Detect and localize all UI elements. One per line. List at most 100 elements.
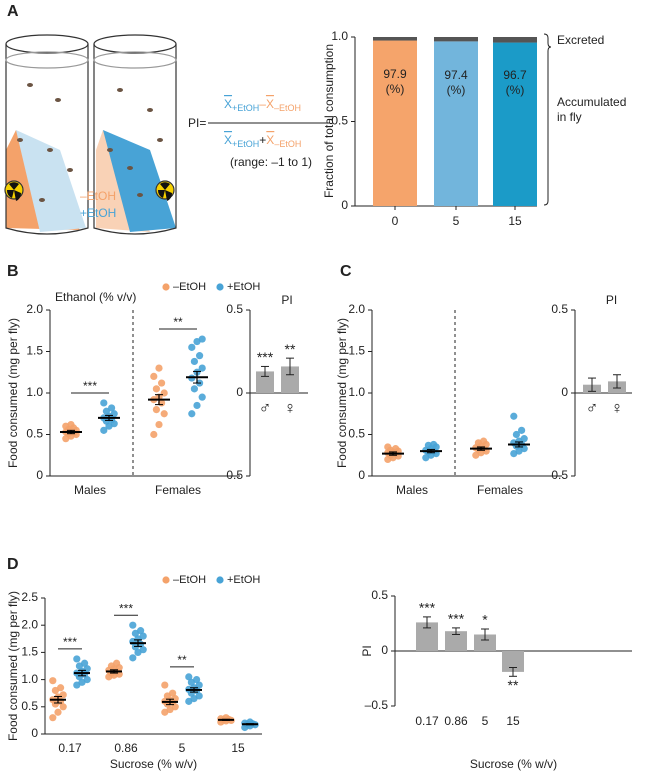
data-point: [518, 426, 526, 434]
bar-segment: [373, 37, 417, 41]
data-point: [188, 410, 196, 418]
data-point: [512, 430, 521, 439]
x-tick-label: Males: [74, 483, 106, 497]
flies: [17, 83, 163, 202]
y-tick-label: 2.5: [21, 590, 38, 604]
data-point: [169, 689, 177, 697]
data-point: [129, 621, 137, 629]
y-axis-label: PI: [360, 645, 374, 656]
y-tick-label: 0: [36, 468, 43, 482]
y-tick-label: 1.0: [26, 385, 43, 399]
panel-label: C: [340, 263, 352, 280]
data-point: [139, 646, 147, 654]
bar-segment: [493, 37, 537, 43]
series-label: Excreted: [557, 33, 605, 47]
symbol: X: [266, 97, 274, 111]
data-point: [430, 440, 438, 449]
bar: [445, 631, 467, 651]
data-point: [198, 364, 206, 372]
bar: [256, 371, 274, 393]
value-label: 97.9 (%): [383, 66, 407, 96]
brace: [543, 33, 552, 206]
legend-label: –EtOH: [173, 574, 206, 586]
data-point: [171, 695, 179, 703]
data-point: [510, 412, 518, 420]
y-tick-label: 1.0: [348, 385, 365, 399]
data-point: [198, 335, 206, 343]
x-tick-label: ♂: [586, 398, 599, 417]
data-point: [49, 677, 57, 685]
data-point: [152, 385, 160, 393]
y-axis-label: Fraction of total consumption: [322, 44, 336, 198]
y-tick-label: 1.0: [331, 29, 348, 43]
data-point: [190, 357, 198, 366]
y-tick-label: –0.5: [220, 468, 244, 482]
data-point: [384, 443, 392, 451]
data-point: [57, 684, 65, 692]
significance-label: ***: [119, 601, 133, 615]
bar: [416, 622, 438, 651]
data-point: [73, 655, 81, 663]
x-tick-label: 15: [231, 741, 245, 755]
y-tick-label: 0.5: [26, 427, 43, 441]
formula-numerator: X+EtOH–X–EtOH: [224, 97, 301, 113]
symbol: X: [266, 133, 274, 147]
chart-title: PI: [281, 293, 292, 307]
significance-label: **: [285, 341, 296, 357]
y-tick-label: 0: [31, 726, 38, 740]
data-point: [129, 654, 137, 662]
data-point: [198, 393, 206, 401]
x-axis-label: Sucrose (% w/v): [110, 757, 197, 771]
data-point: [392, 445, 400, 453]
data-point: [161, 681, 169, 689]
y-tick-label: 0.5: [21, 699, 38, 713]
x-tick-label: 5: [482, 714, 489, 728]
subscript: –EtOH: [274, 103, 301, 113]
x-tick-label: Males: [396, 483, 428, 497]
panel-label: A: [7, 3, 19, 20]
data-point: [59, 703, 67, 711]
y-tick-label: 0.5: [348, 427, 365, 441]
data-point: [49, 714, 57, 722]
formula-lhs: PI=: [188, 116, 206, 130]
x-tick-label: 0.86: [444, 714, 468, 728]
y-tick-label: 2.0: [21, 617, 38, 631]
legend-label: –EtOH: [80, 189, 116, 203]
value-label: 97.4 (%): [444, 67, 468, 97]
x-tick-label: 15: [508, 214, 522, 228]
y-tick-label: 0: [561, 385, 568, 399]
y-tick-label: 1.5: [26, 344, 43, 358]
series-label: Accumulated in fly: [557, 95, 627, 124]
significance-label: **: [177, 653, 187, 667]
data-point: [100, 426, 108, 434]
legend-label: +EtOH: [80, 206, 116, 220]
vials: [4, 34, 177, 235]
data-point: [155, 364, 163, 372]
x-tick-label: Females: [155, 483, 201, 497]
x-tick-label: 0.17: [415, 714, 439, 728]
significance-label: **: [173, 315, 183, 329]
data-point: [150, 430, 158, 439]
y-tick-label: 2.0: [348, 302, 365, 316]
y-axis-label: Food consumed (mg per fly): [335, 318, 349, 468]
operator: +: [259, 133, 266, 147]
formula-range: (range: –1 to 1): [230, 155, 312, 169]
bar-segment: [493, 42, 537, 207]
significance-label: ***: [83, 379, 97, 393]
y-tick-label: 1.0: [21, 672, 38, 686]
x-tick-label: 0: [392, 214, 399, 228]
data-point: [100, 399, 108, 407]
data-point: [195, 681, 203, 689]
data-point: [160, 410, 168, 418]
panel-label: D: [7, 556, 19, 573]
data-point: [185, 673, 193, 681]
y-axis-label: Food consumed (mg per fly): [6, 318, 20, 468]
x-tick-label: Females: [477, 483, 523, 497]
legend-marker: [216, 283, 224, 291]
data-point: [152, 406, 160, 414]
bar: [502, 651, 524, 672]
y-tick-label: 1.5: [21, 645, 38, 659]
legend-marker: [216, 576, 224, 584]
